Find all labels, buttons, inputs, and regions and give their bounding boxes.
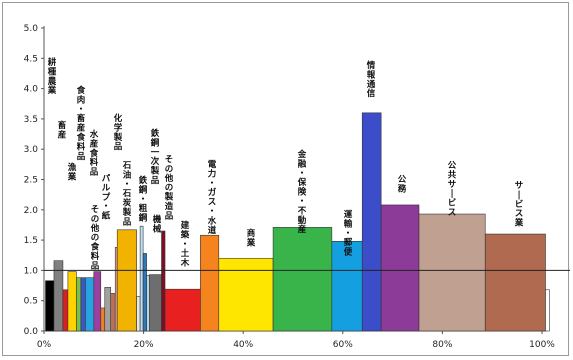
bar-2 [53,260,64,332]
bar-14 [136,296,141,332]
bar-label-25: 情報通信 [366,60,376,99]
bar-1 [45,280,55,332]
bar-24 [331,241,363,332]
y-tick-label: 0.0 [24,327,39,337]
x-tick-label: 60% [333,340,353,350]
bar-label-16: 鉄鋼一次製品 [150,128,160,186]
bar-21 [200,234,220,332]
bar-3 [62,289,69,332]
y-tick-label: 5.0 [24,24,39,34]
bar-label-22: 商業 [246,228,256,248]
bar-5 [76,277,82,332]
y-tick-label: 3.0 [24,145,39,155]
bar-4 [67,271,77,332]
bar-28 [484,233,546,332]
bar-label-24: 運輸・郵便 [344,209,353,258]
bar-label-8: その他の食料品 [90,205,100,271]
bar-17 [146,274,150,332]
bar-label-7: 水産食料品 [89,129,99,178]
y-tick-label: 2.5 [24,176,38,186]
bar-label-5: 食肉・畜産食料品 [77,85,86,162]
bar-9 [100,307,106,332]
y-tick-label: 4.5 [24,54,38,64]
bar-label-15: 石油・石炭製品 [122,161,132,227]
bar-label-4: 漁業 [67,162,77,182]
bar-13 [116,229,137,332]
y-tick-label: 0.5 [24,297,38,307]
bar-19 [161,230,166,332]
bar-11 [110,293,116,332]
bar-label-18: 機械 [153,214,162,234]
bar-20 [164,288,201,332]
bar-label-13: 化学製品 [113,113,123,152]
bar-label-17: 鉄鋼・粗鋼 [138,175,148,224]
bar-10 [104,287,112,332]
bar-6 [80,277,86,332]
bar-label-21: 電力・ガス・水道 [207,160,217,236]
bar-27 [418,213,486,332]
bar-label-27: 公共サ|ビス [448,161,457,218]
y-tick-label: 1.5 [24,236,38,246]
x-tick-label: 20% [134,340,154,350]
bar-26 [380,204,420,332]
bar-22 [218,257,274,332]
x-tick-label: 0% [37,340,52,350]
bar-label-20: 建築・土木 [180,220,190,269]
bar-label-10: パルプ・紙 [102,173,111,222]
bar-label-23: 金融・保険・不動産 [297,149,307,235]
bar-23 [272,227,333,332]
bar-16 [142,253,147,332]
x-tick-label: 80% [432,340,452,350]
bar-18 [149,274,162,332]
y-tick-label: 4.0 [24,85,39,95]
y-tick-label: 2.0 [24,206,39,216]
bar-8 [93,271,102,332]
x-tick-label: 40% [233,340,253,350]
bar-25 [361,112,382,332]
bar-label-26: 公務 [398,175,407,194]
bar-7 [85,277,95,332]
bar-label-1: 耕種農業 [47,57,57,96]
bar-label-2: 畜産 [58,120,67,140]
y-tick-label: 3.5 [24,115,38,125]
y-tick-label: 1.0 [24,266,39,276]
bar-label-19: その他の製造品 [164,155,174,221]
bar-29 [545,289,550,332]
x-tick-label: 100% [529,340,555,350]
bar-label-28: サ|ビス業 [514,181,524,229]
bar-15 [139,225,144,332]
